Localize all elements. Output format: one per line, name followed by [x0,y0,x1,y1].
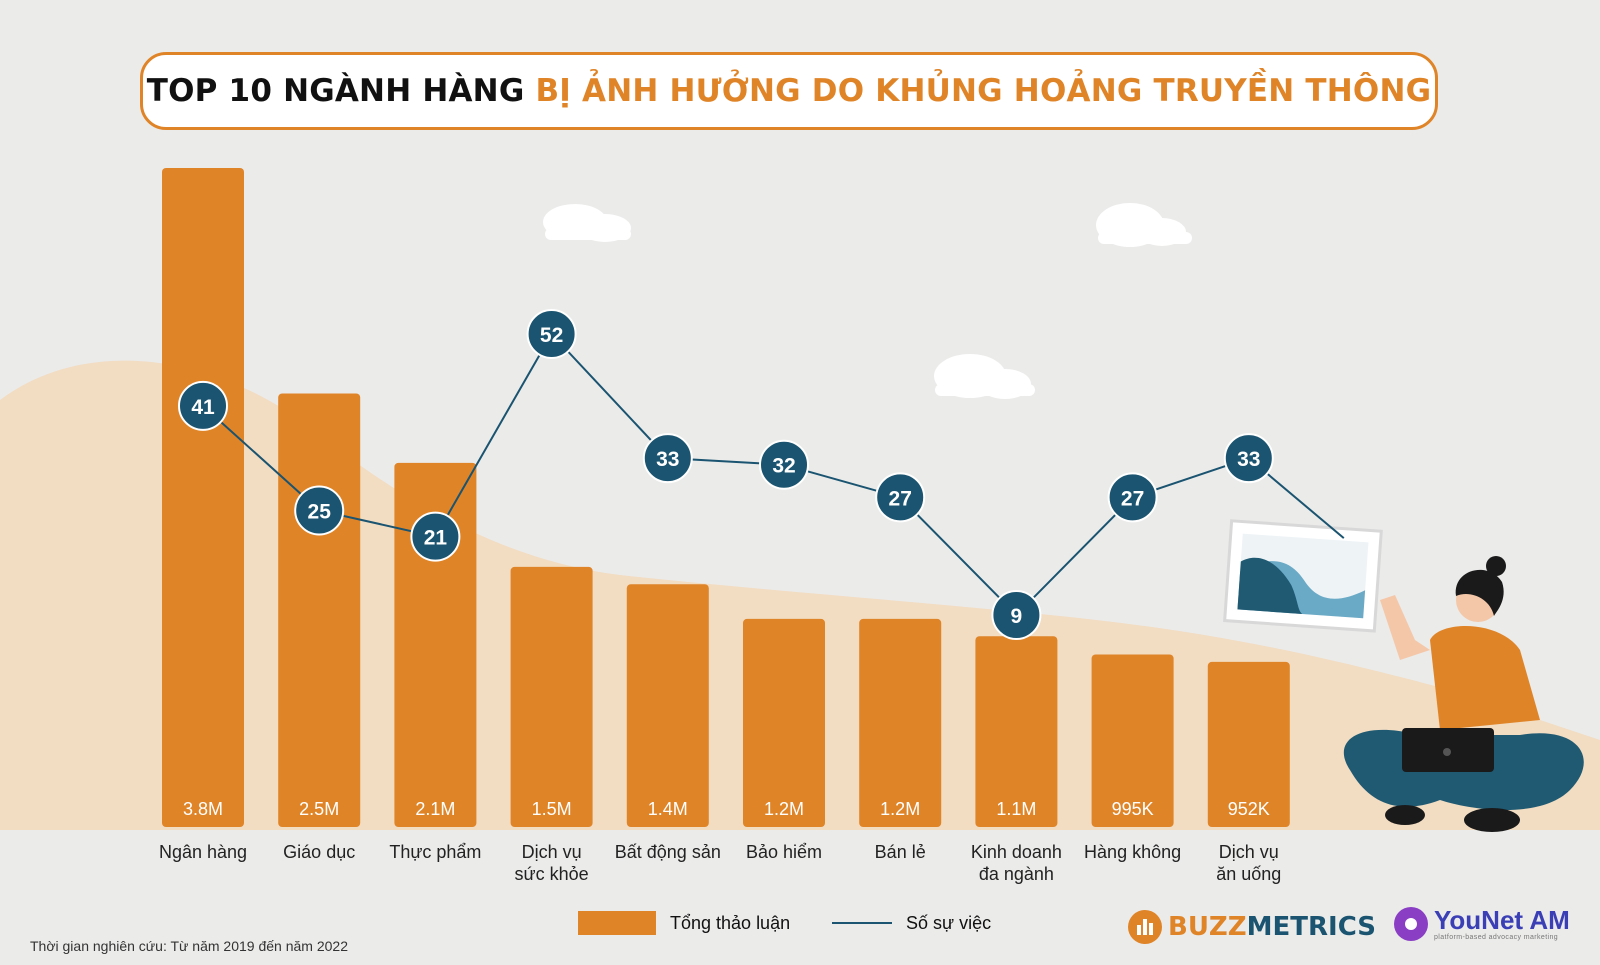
title-part-1: TOP 10 NGÀNH HÀNG [146,73,525,109]
line-marker [642,433,693,484]
person-illustration [1223,519,1584,832]
category-label: Giáo dục [283,842,355,862]
category-label: Hàng không [1084,842,1181,862]
bar [1091,654,1174,827]
line-value-label: 32 [772,455,795,478]
line-marker [759,439,809,490]
line-series [202,332,1250,617]
bar [859,618,942,827]
category-label: Bán lẻ [875,842,926,862]
line-value-label: 41 [191,396,215,419]
line-value-label: 27 [1121,487,1144,510]
line-marker [1107,472,1158,523]
line-marker [410,511,461,562]
line-marker [294,485,345,536]
bar [394,462,477,827]
bar-value-label: 1.5M [532,799,572,819]
line-marker [875,472,926,523]
category-label: sức khỏe [515,864,589,884]
category-label: Ngân hàng [159,842,247,862]
legend-item-line: Số sự việc [832,910,991,936]
buzzmetrics-icon [1128,910,1162,944]
line-marker [1223,433,1274,484]
category-label: Dịch vụ [522,842,582,862]
bar-value-label: 1.2M [764,799,804,819]
category-label: Kinh doanh [971,842,1062,862]
legend-item-bar: Tổng thảo luận [578,910,790,936]
bar-value-label: 995K [1112,799,1154,819]
line-value-label: 21 [424,527,448,550]
cloud-right [1096,203,1192,247]
bar [975,636,1058,827]
buzzmetrics-text-1: BUZZ [1168,912,1247,942]
line-value-label: 25 [308,500,332,523]
bar-value-label: 1.4M [648,799,688,819]
line-value-label: 9 [1011,605,1023,628]
buzzmetrics-text-2: METRICS [1246,912,1376,942]
bar-value-labels: 3.8M 2.5M 2.1M 1.5M 1.4M 1.2M 1.2M 1.1M 995K 952K [183,799,1270,819]
category-label: ăn uống [1216,864,1281,884]
line-marker [991,590,1042,640]
line-markers-layer: 41 25 21 52 33 32 27 9 27 33 [178,309,1274,640]
category-label: Thực phẩm [389,842,481,862]
buzzmetrics-logo: BUZZ METRICS [1128,910,1376,944]
bar-value-label: 952K [1228,799,1270,819]
category-label: Bảo hiểm [746,842,822,862]
category-label: Dịch vụ [1219,842,1279,862]
younet-tagline: platform-based advocacy marketing [1434,934,1559,941]
bar [510,566,593,827]
bar [743,618,825,827]
line-value-label: 33 [656,448,679,471]
category-label: Bất động sản [615,842,721,862]
bar-value-label: 1.2M [880,799,920,819]
legend-bar-swatch [578,911,656,935]
legend-line-swatch [832,922,892,924]
bars-layer [162,168,1290,827]
bar [626,584,709,827]
line-marker [526,309,577,359]
bar [278,393,361,827]
bar [1207,661,1290,827]
category-label: đa ngành [979,864,1054,884]
cloud-middle [934,354,1035,399]
younet-logo: YouNet AM platform-based advocacy market… [1394,906,1570,941]
chart-title: TOP 10 NGÀNH HÀNG BỊ ẢNH HƯỞNG DO KHỦNG … [140,52,1438,130]
line-value-label: 33 [1237,448,1260,471]
bar-value-label: 2.1M [415,799,455,819]
legend-line-label: Số sự việc [906,912,992,933]
bar-value-label: 1.1M [996,799,1036,819]
cloud-left [543,204,631,242]
title-part-2: BỊ ẢNH HƯỞNG DO KHỦNG HOẢNG TRUYỀN THÔNG [535,73,1432,109]
line-marker [178,380,228,431]
legend-bar-label: Tổng thảo luận [670,912,791,933]
footnote: Thời gian nghiên cứu: Từ năm 2019 đến nă… [30,938,348,954]
younet-icon [1394,906,1428,941]
bar-value-label: 3.8M [183,799,223,819]
younet-name: YouNet AM [1434,905,1570,935]
bar [162,168,244,827]
line-value-label: 52 [540,324,563,347]
line-value-label: 27 [889,487,912,510]
bar-value-label: 2.5M [299,799,339,819]
